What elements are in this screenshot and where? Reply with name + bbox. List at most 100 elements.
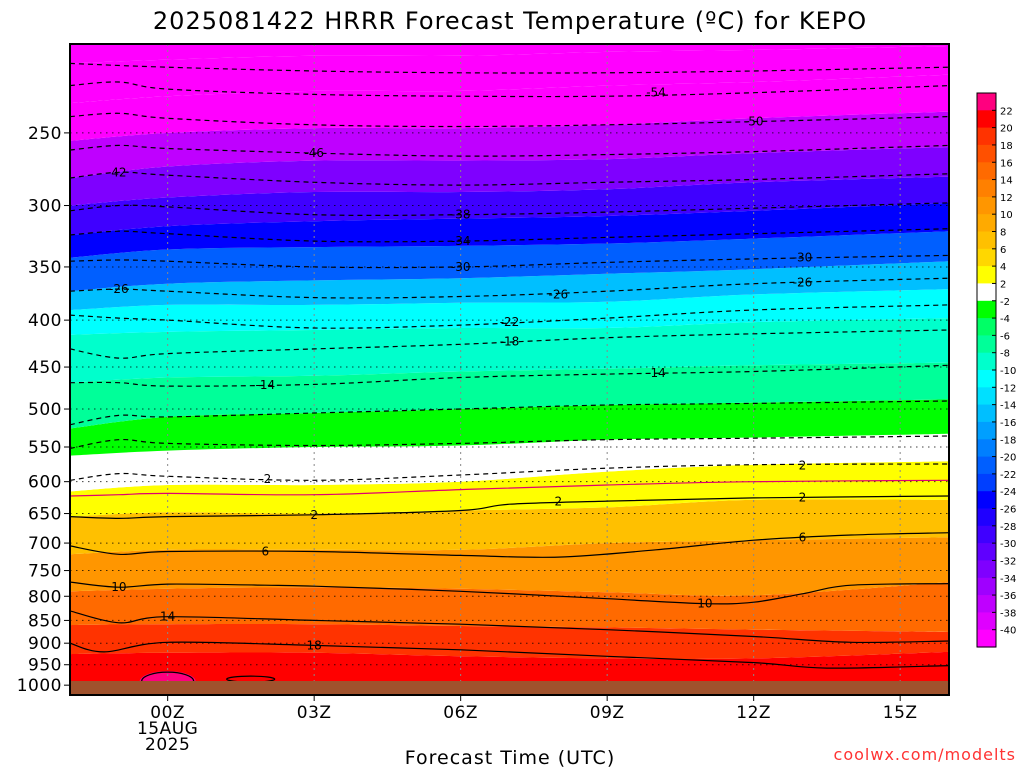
colorbar: 22 20 18 16 14 12 10 8 6 4 2 -2 -4 -6 -8 -10 -12 -14 -16 -1…: [976, 92, 1016, 648]
contour-label: -54: [646, 86, 666, 100]
contour-label: 10: [111, 580, 126, 594]
colorbar-swatch: [977, 577, 996, 596]
temperature-band: [70, 433, 949, 492]
colorbar-label: 18: [1000, 141, 1013, 152]
contour-label: 10: [697, 597, 712, 611]
contour-line: [70, 435, 949, 449]
ground-surface: [70, 681, 949, 695]
colorbar-swatch: [977, 473, 996, 492]
colorbar-swatch: [977, 629, 996, 648]
y-tick-label: 900: [28, 634, 62, 654]
x-tick-label: 15Z: [883, 703, 918, 723]
colorbar-label: -18: [1000, 435, 1016, 446]
colorbar-label: 16: [1000, 158, 1013, 169]
y-tick-label: 450: [28, 358, 62, 378]
colorbar-label: -38: [1000, 608, 1016, 619]
colorbar-swatch: [977, 110, 996, 129]
contour-line: [70, 62, 949, 74]
contour-line: [70, 641, 949, 669]
chart-title: 2025081422 HRRR Forecast Temperature (ºC…: [153, 7, 867, 35]
colorbar-label: -12: [1000, 383, 1016, 394]
contour-label: -2: [259, 472, 271, 486]
temperature-band: [70, 176, 949, 235]
y-tick-label: 950: [28, 656, 62, 676]
colorbar-swatch: [977, 491, 996, 510]
x-tick-label: 09Z: [590, 703, 625, 723]
temperature-band: [70, 537, 949, 596]
colorbar-swatch: [977, 162, 996, 181]
temperature-band: [70, 46, 949, 104]
colorbar-swatch: [977, 231, 996, 250]
contour-label: -30: [793, 251, 813, 265]
temperature-band: [70, 499, 949, 555]
x-tick-label: 00Z: [150, 703, 185, 723]
colorbar-swatch: [977, 456, 996, 475]
y-tick-label: 1000: [17, 676, 62, 696]
y-axis: 250 300 350 400 450 500 550 600 650 700 750 800 850 9…: [17, 124, 70, 696]
x-tick-label: 06Z: [443, 703, 478, 723]
contour-line: [70, 329, 949, 359]
contour-line: [70, 479, 949, 497]
colorbar-label: -28: [1000, 522, 1016, 533]
colorbar-label: -30: [1000, 539, 1016, 550]
contour-line: [70, 581, 949, 605]
colorbar-swatch: [977, 543, 996, 561]
colorbar-swatch: [977, 266, 996, 284]
colorbar-swatch: [977, 387, 996, 406]
plot-frame: [69, 43, 950, 696]
temperature-band: [70, 111, 949, 178]
colorbar-swatch: [977, 508, 996, 527]
contour-label: 6: [799, 530, 807, 544]
contour-line: [70, 364, 949, 387]
temperature-band: [70, 44, 949, 64]
contour-line: [70, 254, 949, 269]
colorbar-label: -14: [1000, 401, 1016, 412]
contour-line: [70, 171, 949, 186]
colorbar-label: -8: [1000, 349, 1010, 360]
colorbar-swatch: [977, 352, 996, 371]
colorbar-label: -4: [1000, 314, 1010, 325]
colorbar-label: -24: [1000, 487, 1016, 498]
colorbar-label: 22: [1000, 106, 1013, 117]
temperature-band: [70, 147, 949, 206]
x-tick-label: 03Z: [297, 703, 332, 723]
y-tick-label: 550: [28, 438, 62, 458]
colorbar-label: 8: [1000, 228, 1006, 239]
colorbar-swatch: [977, 370, 996, 388]
contour-label: 2: [310, 508, 318, 522]
temperature-band: [70, 623, 949, 659]
contour-label: -26: [549, 287, 569, 301]
contour-label: -30: [451, 260, 471, 274]
colorbar-swatch: [977, 439, 996, 458]
contour-label: 6: [262, 545, 270, 559]
temperature-band: [70, 231, 949, 292]
contour-label: 42: [111, 165, 126, 179]
y-tick-label: 750: [28, 562, 62, 582]
y-tick-label: 250: [28, 124, 62, 144]
colorbar-swatch: [977, 283, 996, 302]
contour-label: 2: [799, 458, 807, 472]
colorbar-label: -40: [1000, 626, 1016, 637]
colorbar-label: 10: [1000, 210, 1013, 221]
contour-line: [70, 228, 949, 243]
colorbar-label: 2: [1000, 279, 1006, 290]
contour-label: -14: [256, 378, 276, 392]
contour-label: -34: [451, 234, 471, 248]
credit-text[interactable]: coolwx.com/modelts: [834, 745, 1016, 764]
contour-line: [70, 532, 949, 558]
y-tick-label: 600: [28, 473, 62, 493]
y-tick-label: 700: [28, 534, 62, 554]
colorbar-label: 14: [1000, 176, 1013, 187]
y-tick-label: 400: [28, 311, 62, 331]
y-tick-label: 300: [28, 197, 62, 217]
temperature-band: [70, 289, 949, 335]
contour-label: 14: [160, 610, 175, 624]
colorbar-label: -2: [1000, 297, 1010, 308]
y-tick-label: 850: [28, 611, 62, 631]
x-tick-label: 15AUG: [137, 719, 198, 739]
colorbar-swatch: [977, 335, 996, 354]
colorbar-swatch: [977, 421, 996, 440]
colorbar-swatch: [977, 318, 996, 336]
contour-line: [70, 610, 949, 644]
